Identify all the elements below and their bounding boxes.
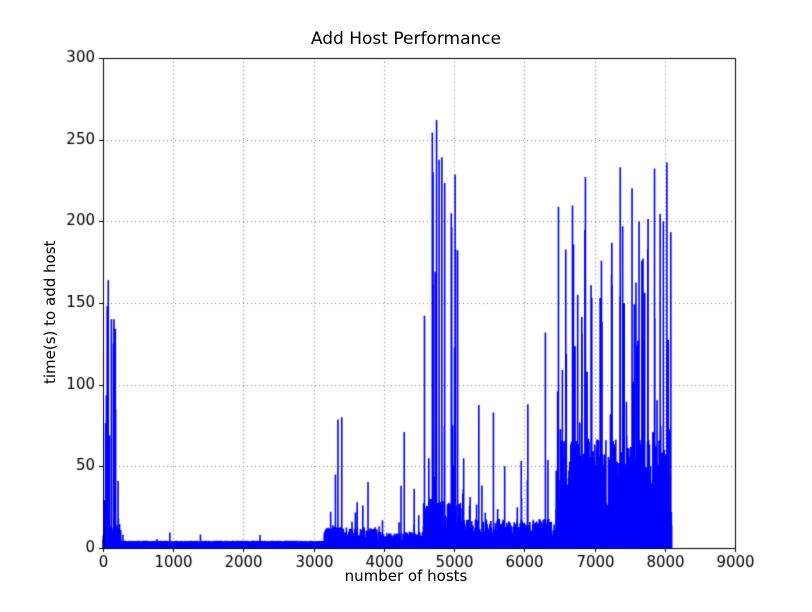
chart-title: Add Host Performance [310,29,502,49]
x-axis-label: number of hosts [344,567,468,585]
y-axis-label: time(s) to add host [41,240,59,384]
